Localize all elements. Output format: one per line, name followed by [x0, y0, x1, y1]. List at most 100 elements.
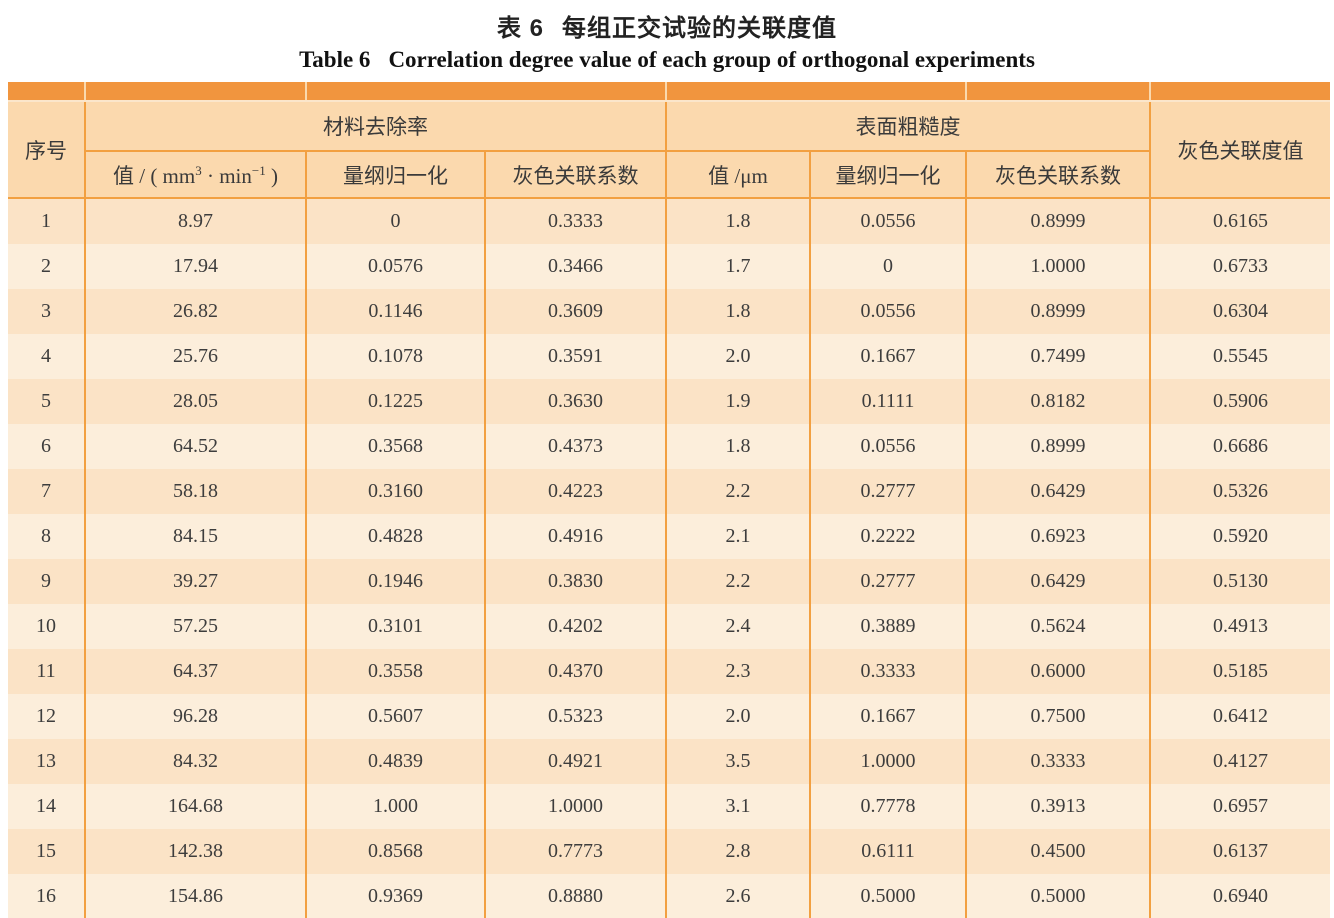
row-index-cell: 13: [8, 739, 86, 784]
table-cell: 1.0000: [810, 739, 967, 784]
table-cell: 0.0556: [810, 424, 967, 469]
table-caption-zh: 表 6 每组正交试验的关联度值: [0, 0, 1334, 43]
row-index-cell: 1: [8, 198, 86, 244]
table-cell: 2.1: [666, 514, 811, 559]
row-index-cell: 11: [8, 649, 86, 694]
row-index-cell: 15: [8, 829, 86, 874]
band-segment: [666, 82, 967, 102]
table-cell: 0.4127: [1150, 739, 1330, 784]
table-cell: 1.0000: [966, 244, 1151, 289]
table-cell: 0.5920: [1150, 514, 1330, 559]
table-cell: 0.6304: [1150, 289, 1330, 334]
table-row: 1 8.97 0 0.3333 1.8 0.0556 0.8999 0.6165: [8, 198, 1330, 244]
table-cell: 0.1146: [306, 289, 486, 334]
table-cell: 0.5326: [1150, 469, 1330, 514]
table-caption-zh-number: 表 6: [496, 15, 544, 42]
table-cell: 0.1667: [810, 334, 967, 379]
table-row: 7 58.18 0.3160 0.4223 2.2 0.2777 0.6429 0.5326: [8, 469, 1330, 514]
table-caption-zh-text: 每组正交试验的关联度值: [562, 15, 837, 42]
table-cell: 0.2777: [810, 469, 967, 514]
column-group-material-removal-rate: 材料去除率: [85, 101, 667, 152]
table-cell: 0.3913: [966, 784, 1151, 829]
table-cell: 0.7773: [485, 829, 667, 874]
table-cell: 2.0: [666, 334, 811, 379]
table-cell: 0.5130: [1150, 559, 1330, 604]
table-cell: 0.6000: [966, 649, 1151, 694]
row-index-cell: 10: [8, 604, 86, 649]
table-row: 11 64.37 0.3558 0.4370 2.3 0.3333 0.6000 0.5185: [8, 649, 1330, 694]
table-row: 2 17.94 0.0576 0.3466 1.7 0 1.0000 0.6733: [8, 244, 1330, 289]
table-cell: 28.05: [85, 379, 307, 424]
band-segment: [966, 82, 1151, 102]
table-caption-en-number: Table 6: [299, 47, 371, 72]
table-cell: 0.6957: [1150, 784, 1330, 829]
row-index-cell: 7: [8, 469, 86, 514]
table-sub-header-row: 值 / ( mm3 · min−1 ) 量纲归一化 灰色关联系数 值 /μm 量…: [8, 151, 1330, 199]
table-row: 5 28.05 0.1225 0.3630 1.9 0.1111 0.8182 0.5906: [8, 379, 1330, 424]
row-index-cell: 2: [8, 244, 86, 289]
table-row: 9 39.27 0.1946 0.3830 2.2 0.2777 0.6429 0.5130: [8, 559, 1330, 604]
table-body: 1 8.97 0 0.3333 1.8 0.0556 0.8999 0.6165 2 17.94 0…: [8, 198, 1330, 918]
table-cell: 0.8880: [485, 874, 667, 918]
column-header-ra-grey-coefficient: 灰色关联系数: [966, 151, 1151, 199]
table-cell: 2.4: [666, 604, 811, 649]
table-cell: 3.1: [666, 784, 811, 829]
table-row: 14 164.68 1.000 1.0000 3.1 0.7778 0.3913 0.6957: [8, 784, 1330, 829]
table-cell: 0.3830: [485, 559, 667, 604]
table-cell: 0.2777: [810, 559, 967, 604]
table-cell: 96.28: [85, 694, 307, 739]
table-cell: 0.4370: [485, 649, 667, 694]
mrr-value-label-part: · min: [201, 163, 252, 188]
table-cell: 2.8: [666, 829, 811, 874]
table-cell: 2.6: [666, 874, 811, 918]
table-cell: 0.0556: [810, 198, 967, 244]
correlation-table: 序号 材料去除率 表面粗糙度 灰色关联度值 值 / ( mm3 · min−1 …: [8, 82, 1330, 918]
table-cell: 17.94: [85, 244, 307, 289]
column-group-surface-roughness: 表面粗糙度: [666, 101, 1151, 152]
table-cell: 0.3889: [810, 604, 967, 649]
table-cell: 0.4202: [485, 604, 667, 649]
table-cell: 0.3333: [810, 649, 967, 694]
table-cell: 2.2: [666, 559, 811, 604]
table-cell: 1.7: [666, 244, 811, 289]
table-cell: 58.18: [85, 469, 307, 514]
table-cell: 57.25: [85, 604, 307, 649]
mrr-value-superscript: −1: [251, 162, 266, 178]
table-cell: 1.8: [666, 289, 811, 334]
column-header-mrr-value: 值 / ( mm3 · min−1 ): [85, 151, 307, 199]
table-cell: 0.7500: [966, 694, 1151, 739]
table-cell: 142.38: [85, 829, 307, 874]
table-cell: 0.6733: [1150, 244, 1330, 289]
table-group-header-row: 序号 材料去除率 表面粗糙度 灰色关联度值: [8, 101, 1330, 199]
table-cell: 0.7499: [966, 334, 1151, 379]
row-index-cell: 6: [8, 424, 86, 469]
table-cell: 0.4916: [485, 514, 667, 559]
column-header-mrr-grey-coefficient: 灰色关联系数: [485, 151, 667, 199]
column-header-index: 序号: [8, 101, 86, 199]
table-cell: 0.5323: [485, 694, 667, 739]
table-cell: 0.4223: [485, 469, 667, 514]
table-cell: 0.1111: [810, 379, 967, 424]
table-cell: 0.3466: [485, 244, 667, 289]
row-index-cell: 8: [8, 514, 86, 559]
table-row: 3 26.82 0.1146 0.3609 1.8 0.0556 0.8999 0.6304: [8, 289, 1330, 334]
mrr-value-superscript: 3: [195, 162, 202, 178]
table-cell: 1.9: [666, 379, 811, 424]
table-caption-en: Table 6 Correlation degree value of each …: [0, 47, 1334, 73]
row-index-cell: 14: [8, 784, 86, 829]
table-cell: 0.6940: [1150, 874, 1330, 918]
row-index-cell: 12: [8, 694, 86, 739]
table-cell: 3.5: [666, 739, 811, 784]
table-cell: 0.8999: [966, 424, 1151, 469]
column-header-ra-value: 值 /μm: [666, 151, 811, 199]
table-cell: 0.5624: [966, 604, 1151, 649]
table-cell: 25.76: [85, 334, 307, 379]
table-cell: 0.5545: [1150, 334, 1330, 379]
table-cell: 0.8999: [966, 289, 1151, 334]
table-cell: 0.4913: [1150, 604, 1330, 649]
table-cell: 0.3101: [306, 604, 486, 649]
table-cell: 2.0: [666, 694, 811, 739]
table-cell: 0.3568: [306, 424, 486, 469]
table-cell: 0.6111: [810, 829, 967, 874]
